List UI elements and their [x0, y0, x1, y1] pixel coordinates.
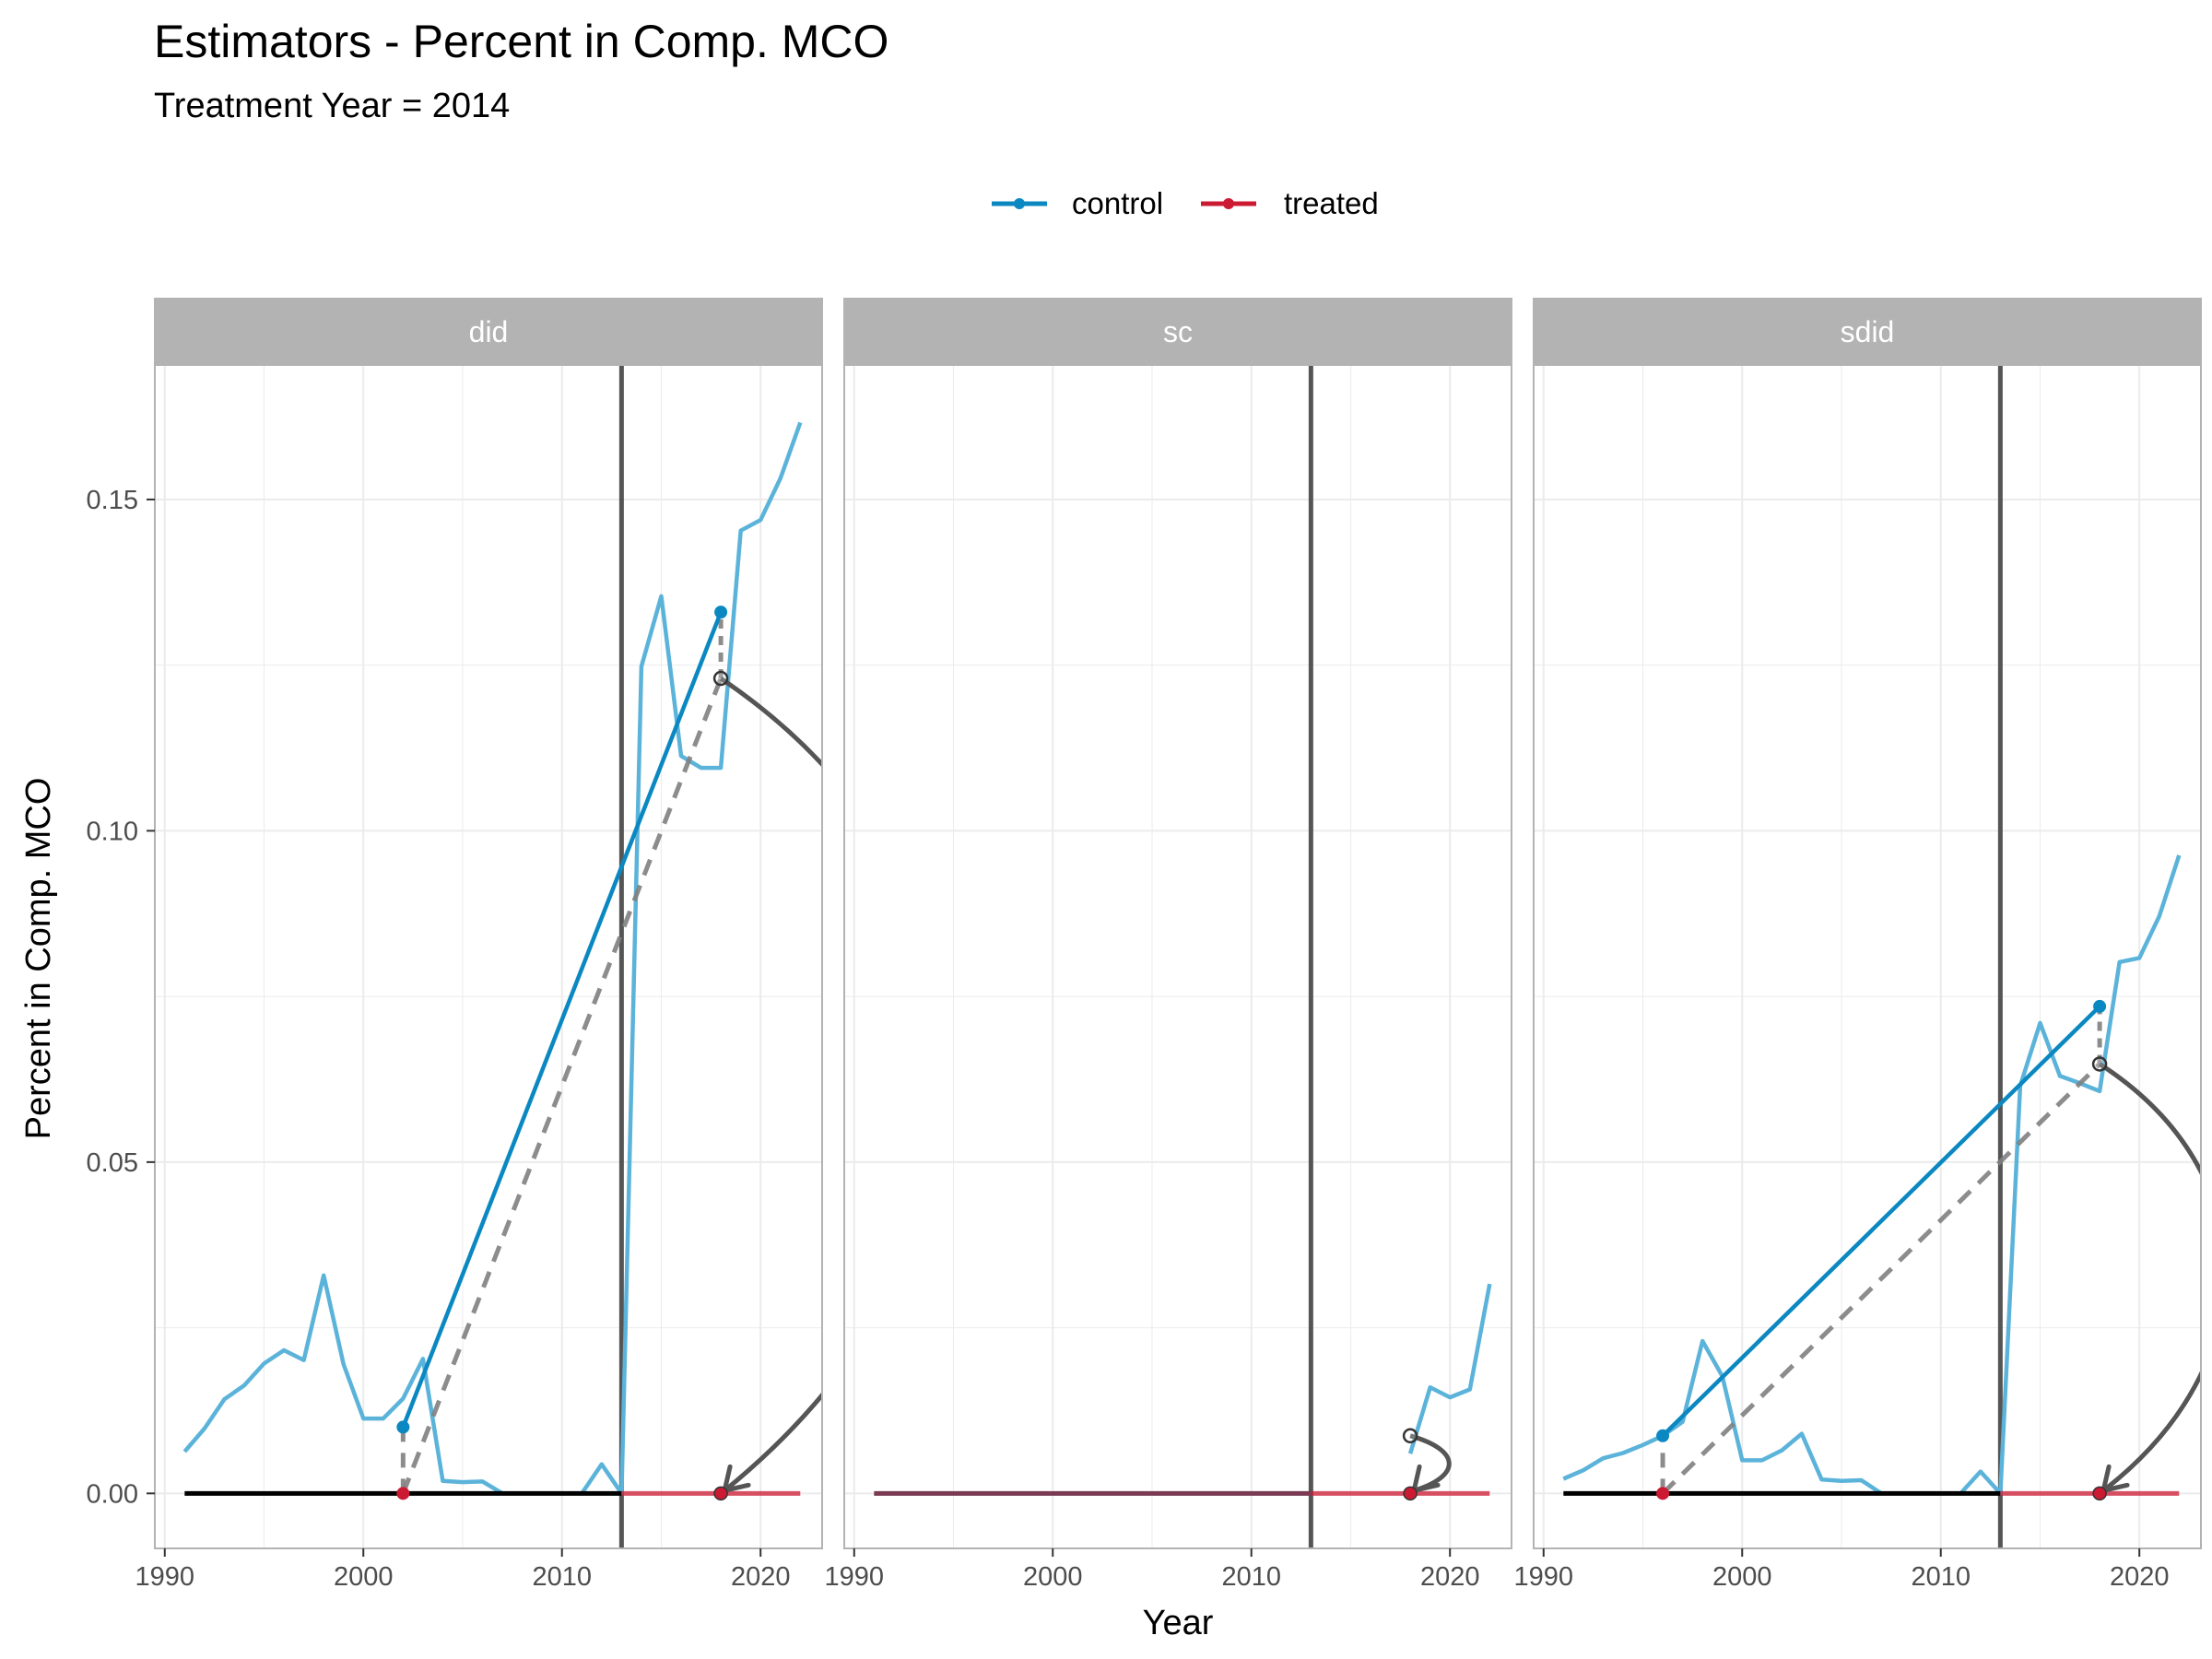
counterfactual-trend-line [1661, 1062, 2101, 1496]
post-control-point [714, 606, 728, 619]
effect-arrow-head [722, 1464, 751, 1493]
facet-panel-sdid: sdid 1990 2000 2010 2020 [1514, 298, 2202, 1592]
panel-border [1533, 364, 2202, 1549]
pre-control-point [1656, 1429, 1670, 1442]
panel-border [843, 364, 1512, 1549]
x-tick-label: 2020 [1420, 1562, 1480, 1592]
panel-background [1534, 365, 2201, 1548]
y-tick-label: 0.10 [87, 817, 138, 846]
y-axis: 0.00 0.05 0.10 0.15 [87, 486, 155, 1509]
y-tick-label: 0.15 [87, 486, 138, 515]
facet-strip [1533, 298, 2202, 366]
x-tick-label: 2010 [1221, 1562, 1281, 1592]
control-series-line [182, 421, 803, 1496]
post-control-point [2093, 999, 2107, 1013]
legend-item-treated: treated [1201, 186, 1379, 220]
data-layer [182, 365, 822, 1548]
x-tick-label: 1990 [135, 1562, 195, 1592]
x-tick-label: 1990 [825, 1562, 885, 1592]
legend: control treated [992, 186, 1379, 220]
legend-control-label: control [1072, 186, 1163, 220]
effect-arrow-head [1411, 1464, 1441, 1493]
panel-background [155, 365, 822, 1548]
chart-subtitle: Treatment Year = 2014 [154, 87, 510, 125]
pre-control-point [396, 1420, 410, 1434]
facet-strip-label: sc [1163, 315, 1193, 348]
effect-arrow [2098, 1062, 2201, 1493]
x-tick-label: 2010 [1911, 1562, 1971, 1592]
control-trend-line [1661, 1005, 2101, 1438]
pre-treated-point [396, 1487, 410, 1500]
control-trend-line [401, 611, 724, 1429]
x-tick-label: 2000 [1712, 1562, 1772, 1592]
chart-title: Estimators - Percent in Comp. MCO [154, 16, 888, 67]
facet-strip [843, 298, 1512, 366]
post-treated-point [1403, 1486, 1418, 1501]
post-counterfactual-point [2091, 1056, 2108, 1072]
x-tick-label: 2000 [334, 1562, 394, 1592]
legend-treated-dot [1223, 198, 1234, 209]
panel-background [844, 365, 1512, 1548]
control-series-line [1407, 1283, 1492, 1454]
legend-control-dot [1014, 198, 1025, 209]
facet-strip [154, 298, 823, 366]
facet-strip-label: sdid [1841, 315, 1895, 348]
x-axis-title: Year [1143, 1604, 1214, 1642]
legend-treated-label: treated [1284, 186, 1379, 220]
y-tick-label: 0.00 [87, 1479, 138, 1509]
x-tick-label: 1990 [1514, 1562, 1574, 1592]
x-tick-label: 2020 [2110, 1562, 2170, 1592]
post-treated-point [713, 1486, 728, 1501]
x-tick-label: 2020 [731, 1562, 791, 1592]
facet-panel-did: did 1990 2000 2010 2020 [135, 298, 823, 1592]
x-tick-label: 2000 [1023, 1562, 1083, 1592]
effect-arrow-head [2100, 1464, 2130, 1493]
data-layer [874, 365, 1492, 1548]
facet-strip-label: did [469, 315, 509, 348]
post-counterfactual-point [1402, 1428, 1418, 1444]
pre-treated-point [1656, 1487, 1670, 1500]
x-tick-label: 2010 [532, 1562, 592, 1592]
grid-lines [844, 365, 1512, 1548]
panel-border [154, 364, 823, 1549]
facet-panel-sc: sc 1990 2000 2010 2020 [825, 298, 1512, 1592]
y-tick-label: 0.05 [87, 1148, 138, 1178]
post-treated-point [2092, 1486, 2107, 1501]
post-counterfactual-point [712, 670, 729, 687]
y-axis-title: Percent in Comp. MCO [19, 778, 58, 1140]
legend-item-control: control [992, 186, 1163, 220]
counterfactual-trend-line [401, 677, 724, 1495]
data-layer [1562, 365, 2201, 1548]
